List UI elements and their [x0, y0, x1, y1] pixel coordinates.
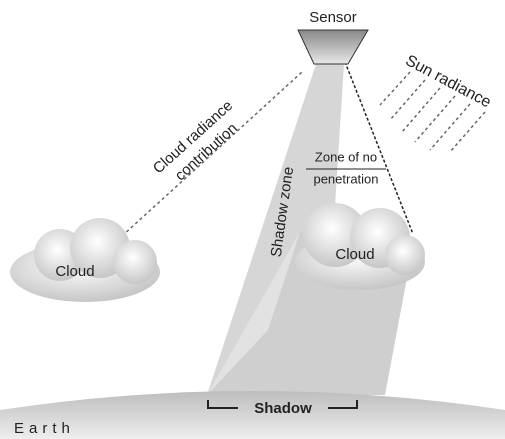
- earth: [0, 391, 505, 439]
- earth-label: Earth: [14, 420, 75, 437]
- zone-label-line1: Zone of no: [315, 149, 377, 164]
- cloud-left-shape: [10, 218, 160, 302]
- cloud-right-label: Cloud: [335, 246, 374, 263]
- zone-label-line2: penetration: [313, 171, 378, 186]
- page: Sensor Sun radiance Cloud radiance contr…: [0, 0, 505, 439]
- cloud-left-label: Cloud: [55, 263, 94, 280]
- sensor-icon: [298, 30, 368, 64]
- sun-radiance-label: Sun radiance: [403, 52, 494, 111]
- diagram: Sensor Sun radiance Cloud radiance contr…: [0, 0, 505, 439]
- sensor-label: Sensor: [309, 9, 357, 26]
- cloud-radiance-label: Cloud radiance contribution: [150, 97, 250, 192]
- shadow-label: Shadow: [254, 400, 312, 417]
